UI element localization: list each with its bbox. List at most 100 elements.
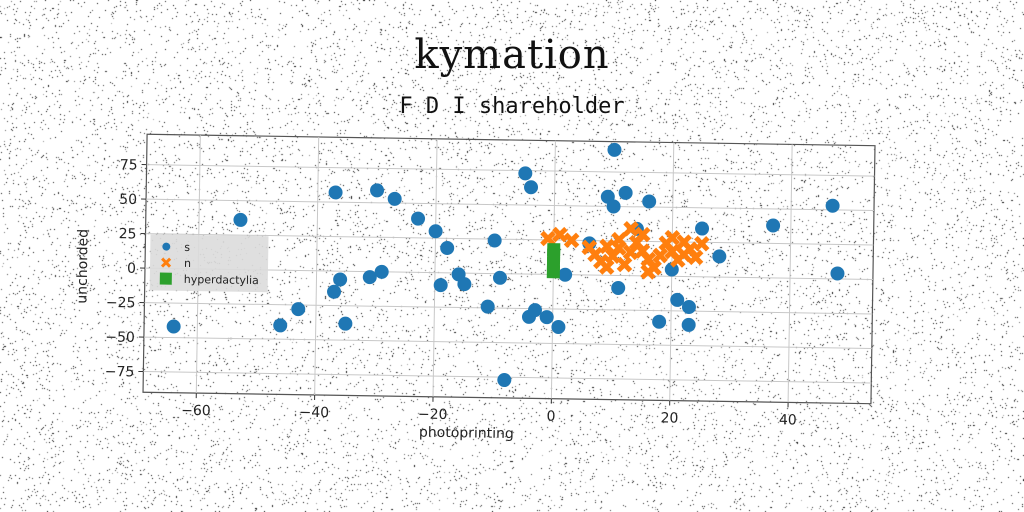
point-s <box>518 166 533 181</box>
grid-line-y <box>144 302 873 315</box>
y-tick-label: −50 <box>105 329 135 345</box>
point-n <box>687 249 704 266</box>
point-s <box>607 142 622 157</box>
point-s <box>766 218 781 233</box>
point-s <box>166 319 181 334</box>
plot-frame <box>142 133 876 405</box>
x-stroke <box>587 246 603 263</box>
x-tick-label: 40 <box>779 412 797 428</box>
x-tick-label: −40 <box>299 405 329 421</box>
point-s <box>370 183 385 198</box>
legend-marker-hyperdactylia <box>159 272 172 285</box>
legend: sn hyperdactylia <box>149 234 269 293</box>
point-n <box>622 244 639 261</box>
point-s <box>606 199 621 214</box>
point-s <box>338 316 353 331</box>
point-n <box>652 247 669 264</box>
point-s <box>387 191 402 206</box>
point-s <box>652 314 667 329</box>
point-s <box>411 211 426 226</box>
point-n <box>599 238 615 255</box>
point-s <box>830 266 845 281</box>
point-s <box>611 280 626 295</box>
point-s <box>825 198 840 213</box>
grid-line-y <box>146 198 874 212</box>
point-s <box>642 194 657 209</box>
point-s <box>273 318 288 333</box>
x-stroke <box>622 244 639 260</box>
point-s <box>487 233 502 248</box>
point-n <box>676 246 692 263</box>
point-n <box>634 226 651 243</box>
point-s <box>695 221 710 236</box>
point-s <box>551 320 566 335</box>
point-s <box>618 185 633 200</box>
x-stroke <box>634 243 651 259</box>
point-s <box>327 284 342 299</box>
axes: −60 −40 −20 0 20 40 −75 −50 −25 0 25 50 75 photoprint… <box>74 157 797 442</box>
grid-line-x <box>787 144 793 403</box>
x-stroke <box>676 234 692 250</box>
legend-marker-n <box>160 257 172 268</box>
point-n <box>640 264 656 280</box>
legend-label-hyperdactylia: hyperdactylia <box>184 273 259 287</box>
point-s <box>681 317 696 332</box>
legend-label-s: s <box>184 241 190 254</box>
legend-box <box>149 234 269 293</box>
point-s <box>497 372 512 387</box>
x-axis-label: photoprinting <box>419 425 514 442</box>
point-hyperdactylia <box>547 243 561 257</box>
x-stroke <box>563 232 580 249</box>
x-stroke <box>581 239 598 256</box>
y-tick-label: 75 <box>120 157 138 173</box>
point-s <box>681 299 696 314</box>
x-stroke <box>599 238 615 255</box>
x-tick-label: −20 <box>418 407 448 423</box>
legend-marker-s <box>162 242 171 251</box>
point-s <box>433 278 448 293</box>
grid-line-x <box>314 136 320 395</box>
x-stroke <box>634 226 651 243</box>
point-n <box>552 226 568 243</box>
point-s <box>670 292 685 307</box>
chart-subtitle: F D I shareholder <box>399 94 625 119</box>
point-s <box>374 264 389 279</box>
point-s <box>664 262 679 277</box>
x-stroke <box>611 231 627 248</box>
point-s <box>712 249 727 264</box>
point-s <box>362 270 377 285</box>
x-stroke <box>540 230 556 247</box>
point-s <box>457 277 472 292</box>
point-n <box>664 229 681 246</box>
y-tick-label: −75 <box>105 364 135 380</box>
point-n <box>563 232 580 249</box>
point-s <box>539 310 554 325</box>
x-stroke <box>616 256 633 273</box>
point-n <box>611 231 627 248</box>
grid-line-y <box>145 233 874 246</box>
point-s <box>440 241 455 256</box>
x-stroke <box>623 221 639 237</box>
grid-line-y <box>146 164 875 177</box>
point-n <box>623 220 639 237</box>
point-s <box>480 299 495 314</box>
x-stroke <box>652 247 669 264</box>
x-tick-label: −60 <box>181 403 211 419</box>
x-stroke <box>664 243 680 260</box>
point-s <box>428 224 443 239</box>
x-stroke <box>160 257 172 268</box>
grid-line-y <box>143 336 872 350</box>
point-s <box>233 212 248 227</box>
plot-area: sn hyperdactylia <box>142 133 876 405</box>
point-s <box>524 180 539 195</box>
point-s <box>558 267 573 282</box>
x-stroke <box>640 251 657 268</box>
x-stroke <box>687 249 704 266</box>
y-tick-label: 50 <box>119 192 137 208</box>
point-n <box>598 259 615 275</box>
point-n <box>540 230 556 247</box>
point-s <box>328 185 343 200</box>
legend-label-n: n <box>184 257 191 270</box>
x-stroke <box>598 259 615 275</box>
